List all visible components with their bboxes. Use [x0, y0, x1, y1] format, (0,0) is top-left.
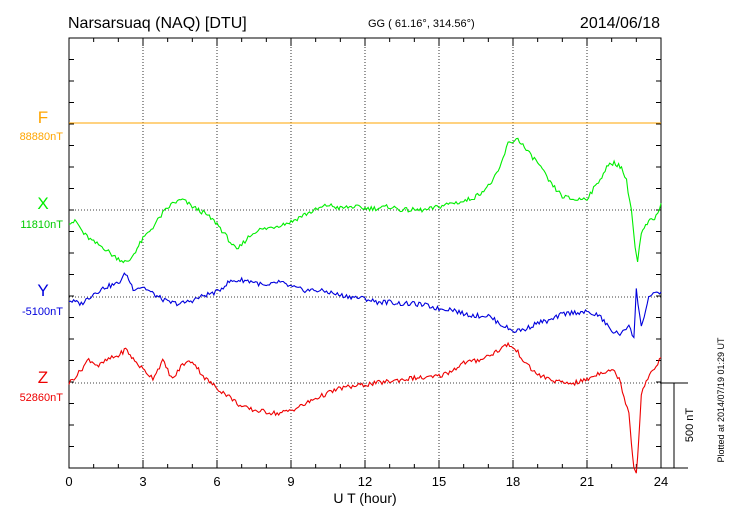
date-label: 2014/06/18	[580, 15, 660, 32]
x-tick-label-12: 12	[358, 474, 372, 489]
x-tick-label-15: 15	[432, 474, 446, 489]
scale-bar-label: 500 nT	[684, 408, 696, 443]
x-tick-label-9: 9	[287, 474, 294, 489]
plotted-note: Plotted at 2014/07/19 01:29 UT	[716, 337, 726, 463]
series-line-y	[68, 272, 662, 339]
series-label-y: Y	[37, 281, 48, 300]
baseline-label-y: -5100nT	[22, 306, 63, 318]
series-label-x: X	[37, 194, 48, 213]
x-tick-label-0: 0	[65, 474, 72, 489]
baseline-label-f: 88880nT	[20, 131, 64, 143]
x-tick-label-24: 24	[654, 474, 668, 489]
series-labels: F 88880nT X 11810nT Y -5100nT Z 52860nT	[20, 108, 64, 404]
series-label-z: Z	[38, 368, 48, 387]
baseline-label-z: 52860nT	[20, 392, 64, 404]
grid	[69, 38, 661, 468]
baseline-label-x: 11810nT	[20, 219, 63, 231]
scale-bar: 500 nT	[661, 382, 696, 469]
x-tick-label-3: 3	[139, 474, 146, 489]
x-tick-label-18: 18	[506, 474, 520, 489]
series-line-x	[68, 137, 662, 264]
axis-ticks: 0 3 6 9 12 15 18 21 24	[65, 37, 668, 489]
chart-title: Narsarsuaq (NAQ) [DTU]	[68, 15, 247, 32]
plot-frame	[68, 37, 662, 469]
series-label-f: F	[38, 108, 48, 127]
x-axis-label: U T (hour)	[333, 490, 396, 506]
series-lines	[68, 122, 662, 474]
series-line-z	[68, 341, 662, 474]
x-tick-label-21: 21	[580, 474, 594, 489]
coordinates-label: GG ( 61.16°, 314.56°)	[368, 18, 475, 30]
x-tick-label-6: 6	[213, 474, 220, 489]
